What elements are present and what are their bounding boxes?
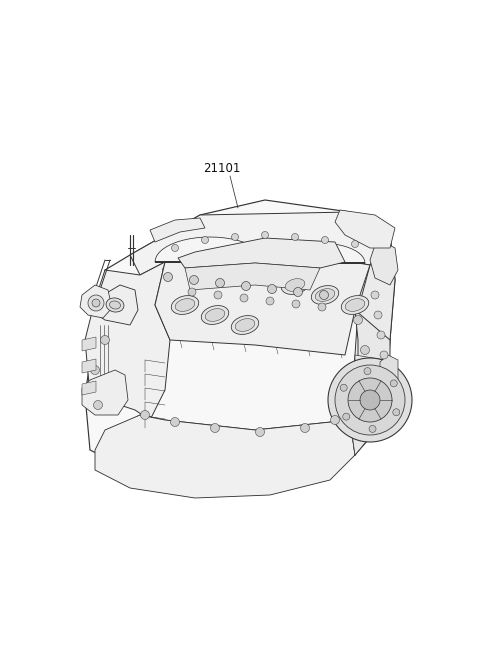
Circle shape bbox=[300, 424, 310, 432]
Circle shape bbox=[188, 288, 196, 296]
Circle shape bbox=[331, 415, 339, 424]
Circle shape bbox=[390, 380, 397, 387]
Polygon shape bbox=[370, 240, 398, 285]
Polygon shape bbox=[350, 355, 388, 455]
Ellipse shape bbox=[341, 295, 369, 314]
Text: 21101: 21101 bbox=[204, 162, 240, 174]
Polygon shape bbox=[150, 218, 205, 242]
Circle shape bbox=[377, 331, 385, 339]
Ellipse shape bbox=[205, 309, 225, 322]
Ellipse shape bbox=[201, 306, 229, 324]
Circle shape bbox=[328, 358, 412, 442]
Circle shape bbox=[92, 299, 100, 307]
Polygon shape bbox=[275, 243, 365, 263]
Circle shape bbox=[267, 284, 276, 293]
Polygon shape bbox=[350, 310, 390, 455]
Polygon shape bbox=[380, 355, 398, 382]
Ellipse shape bbox=[231, 316, 259, 335]
Circle shape bbox=[141, 411, 149, 419]
Circle shape bbox=[91, 365, 99, 375]
Circle shape bbox=[318, 303, 326, 311]
Polygon shape bbox=[350, 235, 395, 455]
Ellipse shape bbox=[106, 298, 124, 312]
Polygon shape bbox=[185, 263, 320, 290]
Polygon shape bbox=[90, 285, 138, 325]
Circle shape bbox=[292, 300, 300, 308]
Circle shape bbox=[171, 244, 179, 252]
Polygon shape bbox=[130, 212, 390, 275]
Ellipse shape bbox=[171, 295, 199, 314]
Circle shape bbox=[350, 411, 360, 419]
Circle shape bbox=[190, 276, 199, 284]
Circle shape bbox=[211, 424, 219, 432]
Circle shape bbox=[291, 233, 299, 240]
Polygon shape bbox=[82, 370, 128, 415]
Circle shape bbox=[364, 367, 371, 375]
Circle shape bbox=[369, 425, 376, 432]
Circle shape bbox=[214, 291, 222, 299]
Circle shape bbox=[255, 428, 264, 436]
Circle shape bbox=[380, 351, 388, 359]
Circle shape bbox=[262, 231, 268, 238]
Circle shape bbox=[340, 384, 347, 391]
Polygon shape bbox=[155, 252, 370, 355]
Ellipse shape bbox=[281, 276, 309, 294]
Circle shape bbox=[343, 413, 350, 420]
Polygon shape bbox=[80, 285, 112, 318]
Circle shape bbox=[360, 390, 380, 410]
Ellipse shape bbox=[345, 299, 365, 311]
Circle shape bbox=[322, 236, 328, 244]
Circle shape bbox=[353, 316, 362, 324]
Circle shape bbox=[88, 295, 104, 311]
Circle shape bbox=[335, 365, 405, 435]
Polygon shape bbox=[82, 337, 96, 351]
Ellipse shape bbox=[235, 318, 255, 331]
Circle shape bbox=[360, 345, 370, 354]
Circle shape bbox=[351, 240, 359, 248]
Circle shape bbox=[371, 291, 379, 299]
Circle shape bbox=[94, 400, 103, 409]
Polygon shape bbox=[85, 262, 170, 420]
Circle shape bbox=[356, 375, 364, 384]
Polygon shape bbox=[335, 210, 395, 248]
Circle shape bbox=[241, 282, 251, 291]
Circle shape bbox=[216, 278, 225, 288]
Polygon shape bbox=[100, 415, 355, 490]
Circle shape bbox=[320, 291, 328, 299]
Circle shape bbox=[164, 272, 172, 282]
Ellipse shape bbox=[285, 278, 305, 291]
Circle shape bbox=[202, 236, 208, 244]
Circle shape bbox=[240, 294, 248, 302]
Ellipse shape bbox=[109, 301, 120, 309]
Circle shape bbox=[348, 378, 392, 422]
Circle shape bbox=[266, 297, 274, 305]
Ellipse shape bbox=[315, 289, 335, 301]
Polygon shape bbox=[82, 381, 96, 395]
Circle shape bbox=[293, 288, 302, 297]
Polygon shape bbox=[95, 415, 355, 498]
Polygon shape bbox=[178, 238, 345, 268]
Ellipse shape bbox=[175, 299, 195, 311]
Circle shape bbox=[231, 233, 239, 240]
Polygon shape bbox=[82, 359, 96, 373]
Polygon shape bbox=[155, 237, 265, 262]
Circle shape bbox=[374, 311, 382, 319]
Circle shape bbox=[393, 409, 400, 416]
Circle shape bbox=[170, 417, 180, 426]
Polygon shape bbox=[85, 200, 395, 490]
Ellipse shape bbox=[311, 286, 339, 305]
Circle shape bbox=[100, 335, 109, 345]
